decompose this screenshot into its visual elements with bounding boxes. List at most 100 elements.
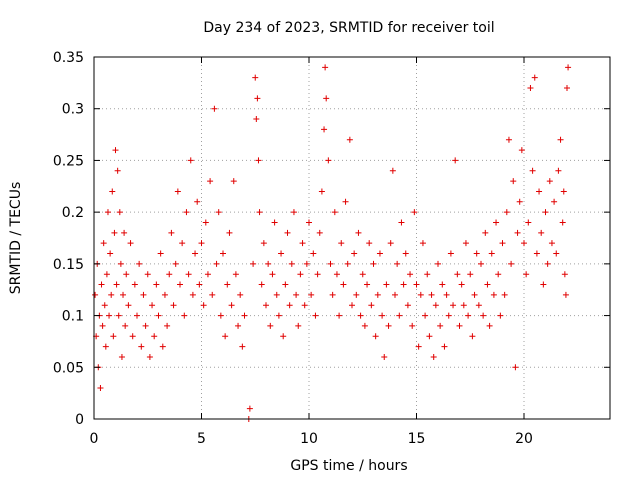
data-point bbox=[288, 260, 295, 267]
data-point bbox=[413, 281, 420, 288]
data-point bbox=[211, 105, 218, 112]
y-tick-labels: 0 0.05 0.1 0.15 0.2 0.25 0.3 0.35 bbox=[53, 50, 84, 428]
data-point bbox=[398, 219, 405, 226]
data-point bbox=[546, 178, 553, 185]
x-tick-label: 10 bbox=[300, 431, 318, 447]
data-point bbox=[134, 312, 140, 319]
data-point bbox=[149, 302, 156, 309]
data-point bbox=[460, 302, 467, 309]
data-point bbox=[432, 302, 439, 309]
data-point bbox=[336, 312, 343, 319]
data-point bbox=[327, 260, 334, 267]
data-point bbox=[368, 302, 375, 309]
data-point bbox=[220, 250, 226, 257]
data-point bbox=[383, 281, 390, 288]
data-point bbox=[318, 188, 325, 195]
data-point bbox=[469, 333, 476, 340]
data-point bbox=[329, 291, 336, 298]
data-point bbox=[230, 178, 237, 185]
data-point bbox=[138, 343, 145, 350]
data-point bbox=[409, 322, 416, 329]
data-point bbox=[256, 209, 263, 216]
data-point bbox=[370, 260, 377, 267]
data-point bbox=[512, 364, 519, 371]
data-point bbox=[101, 302, 108, 309]
data-point bbox=[486, 322, 493, 329]
axis-ticks bbox=[93, 56, 610, 420]
data-point bbox=[389, 167, 396, 174]
data-point bbox=[437, 322, 444, 329]
data-point bbox=[187, 157, 194, 164]
data-point bbox=[217, 312, 224, 319]
data-point bbox=[342, 198, 349, 205]
data-point bbox=[478, 260, 484, 267]
data-point bbox=[510, 178, 517, 185]
data-point bbox=[525, 219, 532, 226]
data-point bbox=[505, 136, 512, 143]
data-point bbox=[260, 240, 267, 247]
data-point bbox=[501, 291, 508, 298]
data-point bbox=[202, 219, 209, 226]
data-point bbox=[488, 250, 495, 257]
data-point bbox=[112, 147, 119, 154]
x-tick-label: 0 bbox=[90, 431, 99, 447]
x-tick-label: 5 bbox=[197, 431, 206, 447]
x-tick-labels: 0 5 10 15 20 bbox=[90, 431, 533, 447]
data-point bbox=[542, 209, 549, 216]
data-point bbox=[361, 322, 368, 329]
data-point bbox=[310, 250, 317, 257]
y-tick-label: 0.25 bbox=[53, 153, 84, 169]
data-point bbox=[540, 281, 547, 288]
data-point bbox=[415, 343, 422, 350]
data-point bbox=[316, 229, 323, 236]
data-point bbox=[565, 64, 572, 71]
data-point bbox=[523, 271, 530, 278]
data-point bbox=[531, 74, 538, 81]
data-point bbox=[527, 85, 534, 92]
data-point bbox=[104, 209, 111, 216]
data-point bbox=[265, 260, 272, 267]
data-point bbox=[207, 178, 214, 185]
data-point bbox=[114, 167, 121, 174]
data-point bbox=[113, 281, 120, 288]
data-point bbox=[269, 271, 276, 278]
data-point bbox=[235, 322, 242, 329]
data-point bbox=[146, 353, 153, 360]
data-point bbox=[314, 271, 321, 278]
data-point bbox=[445, 312, 452, 319]
data-point bbox=[308, 291, 315, 298]
data-point bbox=[103, 271, 110, 278]
data-point bbox=[250, 260, 257, 267]
data-point bbox=[346, 136, 353, 143]
y-tick-label: 0.3 bbox=[62, 102, 84, 118]
data-point bbox=[419, 240, 426, 247]
data-point bbox=[125, 302, 132, 309]
data-point bbox=[110, 333, 117, 340]
data-point bbox=[168, 229, 175, 236]
data-point bbox=[422, 312, 429, 319]
data-point bbox=[544, 260, 551, 267]
data-point bbox=[428, 291, 435, 298]
data-point bbox=[239, 343, 246, 350]
data-point bbox=[263, 302, 269, 309]
data-point bbox=[560, 188, 567, 195]
data-point bbox=[172, 260, 179, 267]
data-point bbox=[179, 240, 186, 247]
data-point bbox=[228, 302, 235, 309]
data-point bbox=[117, 260, 124, 267]
data-point bbox=[142, 322, 149, 329]
data-point bbox=[400, 281, 407, 288]
data-point bbox=[200, 302, 207, 309]
data-point bbox=[189, 291, 196, 298]
data-point bbox=[548, 240, 555, 247]
data-point bbox=[258, 281, 265, 288]
data-point bbox=[282, 281, 289, 288]
data-point bbox=[136, 260, 143, 267]
data-point bbox=[107, 250, 114, 257]
data-point bbox=[465, 312, 472, 319]
data-point bbox=[561, 271, 568, 278]
data-point bbox=[116, 209, 123, 216]
data-point bbox=[456, 322, 463, 329]
data-point bbox=[344, 260, 351, 267]
